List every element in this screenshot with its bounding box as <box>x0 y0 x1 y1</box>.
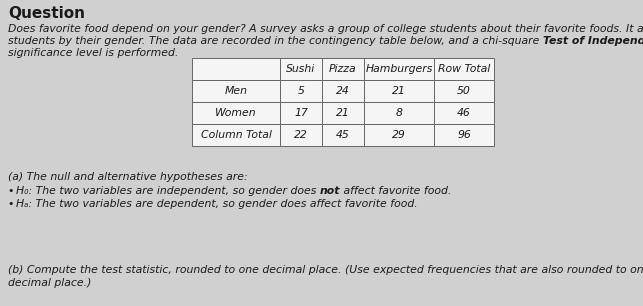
Text: significance level is performed.: significance level is performed. <box>8 48 178 58</box>
Bar <box>364 124 434 146</box>
Bar <box>434 58 494 80</box>
Text: 50: 50 <box>457 86 471 96</box>
Text: 46: 46 <box>457 108 471 118</box>
Text: 5: 5 <box>298 86 304 96</box>
Text: 22: 22 <box>294 130 308 140</box>
Text: Hamburgers: Hamburgers <box>365 64 433 74</box>
Text: 17: 17 <box>294 108 308 118</box>
Bar <box>280 124 322 146</box>
Text: Question: Question <box>8 6 85 21</box>
Text: 8: 8 <box>395 108 403 118</box>
Text: 21: 21 <box>392 86 406 96</box>
Text: Column Total: Column Total <box>201 130 271 140</box>
Bar <box>322 102 364 124</box>
Text: decimal place.): decimal place.) <box>8 278 91 288</box>
Bar <box>280 102 322 124</box>
Bar <box>322 80 364 102</box>
Text: Row Total: Row Total <box>438 64 490 74</box>
Text: students by their gender. The data are recorded in the contingency table below, : students by their gender. The data are r… <box>8 36 543 46</box>
Bar <box>364 58 434 80</box>
Bar <box>280 58 322 80</box>
Text: 21: 21 <box>336 108 350 118</box>
Text: 24: 24 <box>336 86 350 96</box>
Text: affect favorite food.: affect favorite food. <box>340 186 452 196</box>
Text: Test of Independence: Test of Independence <box>543 36 643 46</box>
Bar <box>434 124 494 146</box>
Text: •: • <box>8 199 18 209</box>
Text: (b) Compute the test statistic, rounded to one decimal place. (Use expected freq: (b) Compute the test statistic, rounded … <box>8 265 643 275</box>
Bar <box>322 124 364 146</box>
Bar <box>192 124 280 146</box>
Text: 45: 45 <box>336 130 350 140</box>
Bar <box>434 80 494 102</box>
Text: (a) The null and alternative hypotheses are:: (a) The null and alternative hypotheses … <box>8 172 248 182</box>
Bar <box>192 80 280 102</box>
Text: Pizza: Pizza <box>329 64 357 74</box>
Bar <box>192 102 280 124</box>
Text: Men: Men <box>224 86 248 96</box>
Bar <box>364 80 434 102</box>
Text: Hₐ: The two variables are dependent, so gender does affect favorite food.: Hₐ: The two variables are dependent, so … <box>16 199 418 209</box>
Text: 29: 29 <box>392 130 406 140</box>
Text: •: • <box>8 186 18 196</box>
Text: H₀: The two variables are independent, so gender does: H₀: The two variables are independent, s… <box>16 186 320 196</box>
Text: Women: Women <box>215 108 257 118</box>
Bar <box>322 58 364 80</box>
Text: not: not <box>320 186 340 196</box>
Bar <box>434 102 494 124</box>
Text: Sushi: Sushi <box>286 64 316 74</box>
Text: 96: 96 <box>457 130 471 140</box>
Text: Does favorite food depend on your gender? A survey asks a group of college stude: Does favorite food depend on your gender… <box>8 24 643 34</box>
Bar <box>280 80 322 102</box>
Bar <box>364 102 434 124</box>
Bar <box>192 58 280 80</box>
